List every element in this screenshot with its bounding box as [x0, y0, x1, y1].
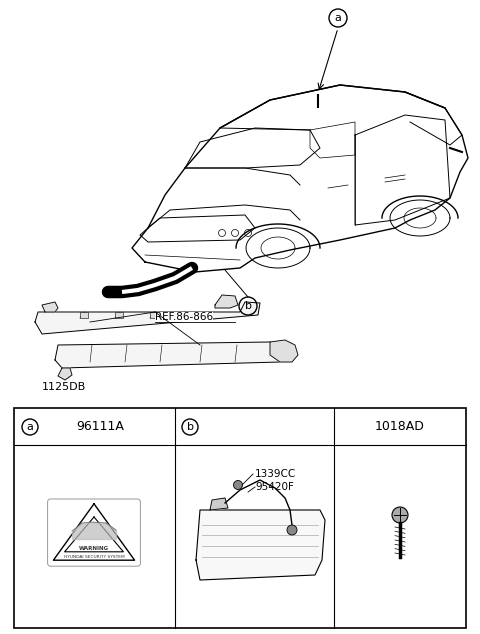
Bar [180, 312, 188, 318]
Bar [80, 312, 88, 318]
Text: HYUNDAI SECURITY SYSTEM: HYUNDAI SECURITY SYSTEM [64, 555, 124, 559]
Text: 1339CC: 1339CC [255, 469, 296, 479]
Polygon shape [215, 295, 238, 308]
Text: WARNING: WARNING [79, 545, 109, 550]
Text: 1125DB: 1125DB [42, 382, 86, 392]
Polygon shape [35, 302, 260, 334]
Text: 95420F: 95420F [255, 482, 294, 492]
Circle shape [392, 507, 408, 523]
Polygon shape [42, 302, 58, 312]
Circle shape [233, 481, 242, 489]
Text: b: b [187, 422, 193, 432]
Polygon shape [210, 498, 228, 510]
Bar [115, 312, 123, 318]
Polygon shape [270, 340, 298, 362]
Polygon shape [58, 368, 72, 380]
Text: 1018AD: 1018AD [375, 420, 425, 434]
Bar [14, 408, 466, 628]
Polygon shape [55, 342, 288, 368]
Bar [150, 312, 158, 318]
Text: b: b [244, 301, 252, 311]
Circle shape [287, 525, 297, 535]
Text: a: a [335, 13, 341, 23]
Text: a: a [26, 422, 34, 432]
FancyBboxPatch shape [48, 499, 140, 566]
Text: REF.86-866: REF.86-866 [155, 312, 213, 322]
Text: 96111A: 96111A [76, 420, 124, 434]
Polygon shape [196, 510, 325, 580]
